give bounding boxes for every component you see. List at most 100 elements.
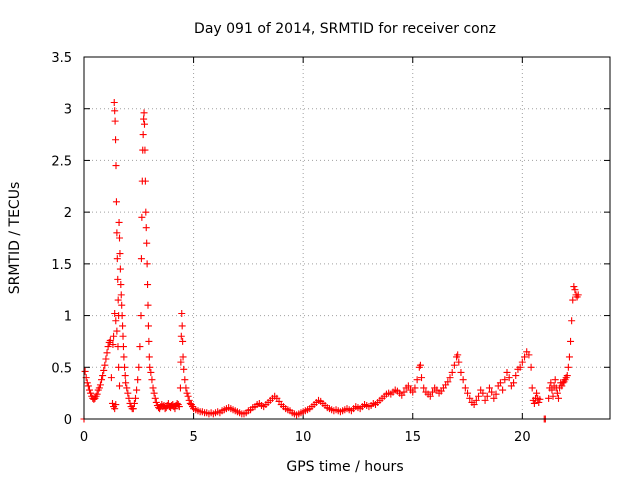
y-tick-label: 1.5	[51, 258, 72, 273]
data-point	[547, 379, 555, 387]
data-point	[512, 372, 520, 380]
data-point	[112, 162, 120, 170]
data-point	[483, 392, 491, 400]
data-point	[185, 396, 193, 404]
data-point	[490, 394, 498, 402]
data-point	[536, 395, 544, 403]
data-point	[563, 372, 571, 380]
plot-frame	[83, 56, 611, 420]
data-point	[144, 322, 152, 330]
data-point	[137, 312, 145, 320]
data-point	[416, 361, 424, 369]
x-tick-label: 0	[80, 430, 88, 445]
data-point	[132, 394, 140, 402]
data-point	[413, 376, 421, 384]
data-point	[184, 392, 192, 400]
data-point	[111, 107, 119, 115]
data-point	[85, 386, 93, 394]
data-point	[107, 374, 115, 382]
data-point	[496, 379, 504, 387]
data-point	[113, 327, 121, 335]
data-point	[108, 399, 116, 407]
data-point	[135, 363, 143, 371]
data-point	[450, 361, 458, 369]
data-point	[150, 389, 158, 397]
data-point	[570, 283, 578, 291]
data-point	[151, 394, 159, 402]
data-point	[146, 363, 154, 371]
data-point	[548, 386, 556, 394]
data-point	[521, 353, 529, 361]
data-point	[121, 372, 129, 380]
data-point	[171, 405, 179, 413]
data-point	[87, 389, 95, 397]
data-point	[141, 146, 149, 154]
y-tick-label: 3.5	[51, 51, 72, 66]
y-tick-label: 0.5	[51, 361, 72, 376]
data-point	[492, 390, 500, 398]
data-point	[113, 255, 121, 263]
data-point	[102, 355, 110, 363]
data-point	[533, 389, 541, 397]
data-point	[116, 382, 124, 390]
data-point	[137, 255, 145, 263]
data-point	[461, 384, 469, 392]
data-point	[103, 349, 111, 357]
data-point	[125, 394, 133, 402]
data-point	[109, 341, 117, 349]
data-point	[142, 224, 150, 232]
data-point	[104, 343, 112, 351]
data-point	[420, 384, 428, 392]
y-tick-label: 2	[64, 206, 72, 221]
data-point	[528, 384, 536, 392]
data-point	[84, 382, 92, 390]
data-point	[518, 358, 526, 366]
data-point	[175, 403, 183, 411]
y-tick-label: 1	[64, 310, 72, 325]
data-point	[567, 337, 575, 345]
data-point	[114, 296, 122, 304]
data-point	[183, 389, 191, 397]
data-point	[503, 368, 511, 376]
data-point	[178, 310, 186, 318]
data-point	[564, 363, 572, 371]
data-point	[99, 372, 107, 380]
data-point	[98, 376, 106, 384]
data-point	[179, 353, 187, 361]
x-tick-label: 5	[189, 430, 197, 445]
data-point	[510, 379, 518, 387]
data-point	[117, 291, 125, 299]
data-point	[569, 296, 577, 304]
data-point	[549, 392, 557, 400]
data-point	[111, 405, 119, 413]
data-point	[142, 208, 150, 216]
data-point	[409, 388, 417, 396]
data-point	[115, 218, 123, 226]
data-point	[147, 368, 155, 376]
data-point	[112, 198, 120, 206]
data-point	[119, 322, 127, 330]
data-point	[144, 281, 152, 289]
data-point	[472, 396, 480, 404]
data-point	[138, 213, 146, 221]
data-point	[418, 374, 426, 382]
data-point	[111, 310, 119, 318]
data-point	[553, 389, 561, 397]
data-point	[145, 353, 153, 361]
data-point	[119, 332, 127, 340]
data-point	[96, 381, 104, 389]
data-point	[400, 388, 408, 396]
data-point	[565, 353, 573, 361]
data-point	[140, 109, 148, 117]
data-point	[479, 389, 487, 397]
data-point	[100, 366, 108, 374]
y-tick-label: 3	[64, 103, 72, 118]
data-point	[499, 386, 507, 394]
data-point	[404, 382, 412, 390]
data-point	[459, 376, 467, 384]
data-point	[124, 389, 132, 397]
x-tick-label: 20	[514, 430, 531, 445]
data-point	[444, 378, 452, 386]
data-point	[568, 317, 576, 325]
